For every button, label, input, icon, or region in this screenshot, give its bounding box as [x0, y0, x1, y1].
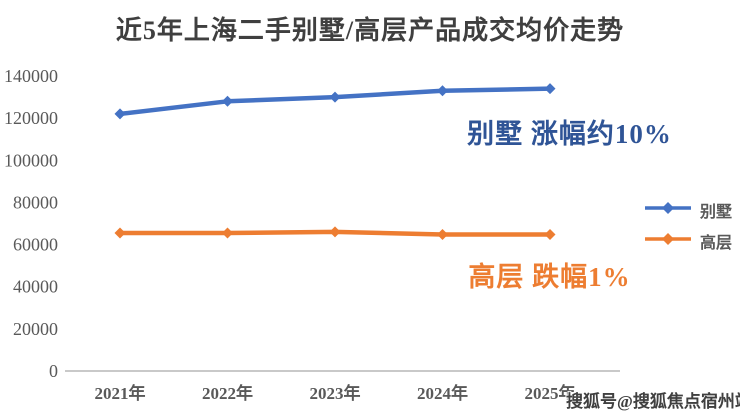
y-tick-label: 100000 — [4, 150, 58, 170]
data-point-marker-别墅 — [114, 108, 126, 120]
x-tick-label: 2024年 — [417, 383, 468, 403]
legend-item-villa: 别墅 — [644, 198, 732, 222]
villa-annotation: 别墅 涨幅约10% — [467, 119, 672, 149]
data-point-marker-别墅 — [544, 83, 556, 95]
y-tick-label: 60000 — [13, 235, 58, 255]
y-tick-label: 40000 — [13, 277, 58, 297]
data-point-marker-高层 — [222, 227, 233, 239]
data-point-marker-别墅 — [437, 85, 448, 97]
watermark: 搜狐号@搜狐焦点宿州站 — [566, 392, 740, 411]
data-point-marker-别墅 — [222, 95, 233, 107]
y-tick-label: 20000 — [13, 319, 58, 339]
y-tick-label: 80000 — [13, 192, 58, 212]
y-tick-label: 0 — [49, 361, 58, 381]
x-tick-label: 2025年 — [525, 383, 576, 403]
data-point-marker-高层 — [437, 228, 448, 240]
chart-legend: 别墅 高层 — [644, 198, 732, 253]
x-tick-label: 2023年 — [310, 383, 361, 403]
x-tick-label: 2021年 — [95, 383, 146, 403]
data-point-marker-高层 — [329, 226, 341, 238]
villa-line-marker-icon — [644, 201, 692, 220]
legend-item-highrise: 高层 — [644, 229, 732, 253]
x-tick-label: 2022年 — [202, 383, 253, 403]
highrise-annotation: 高层 跌幅1% — [468, 262, 631, 292]
highrise-line-marker-icon — [644, 232, 692, 251]
legend-label: 高层 — [700, 235, 733, 252]
chart-title: 近5年上海二手别墅/高层产品成交均价走势 — [115, 16, 625, 45]
data-point-marker-别墅 — [329, 91, 341, 103]
data-point-marker-高层 — [544, 228, 556, 240]
y-tick-label: 120000 — [4, 108, 58, 128]
data-point-marker-高层 — [114, 227, 126, 239]
legend-label: 别墅 — [700, 204, 733, 221]
y-tick-label: 140000 — [4, 66, 58, 86]
